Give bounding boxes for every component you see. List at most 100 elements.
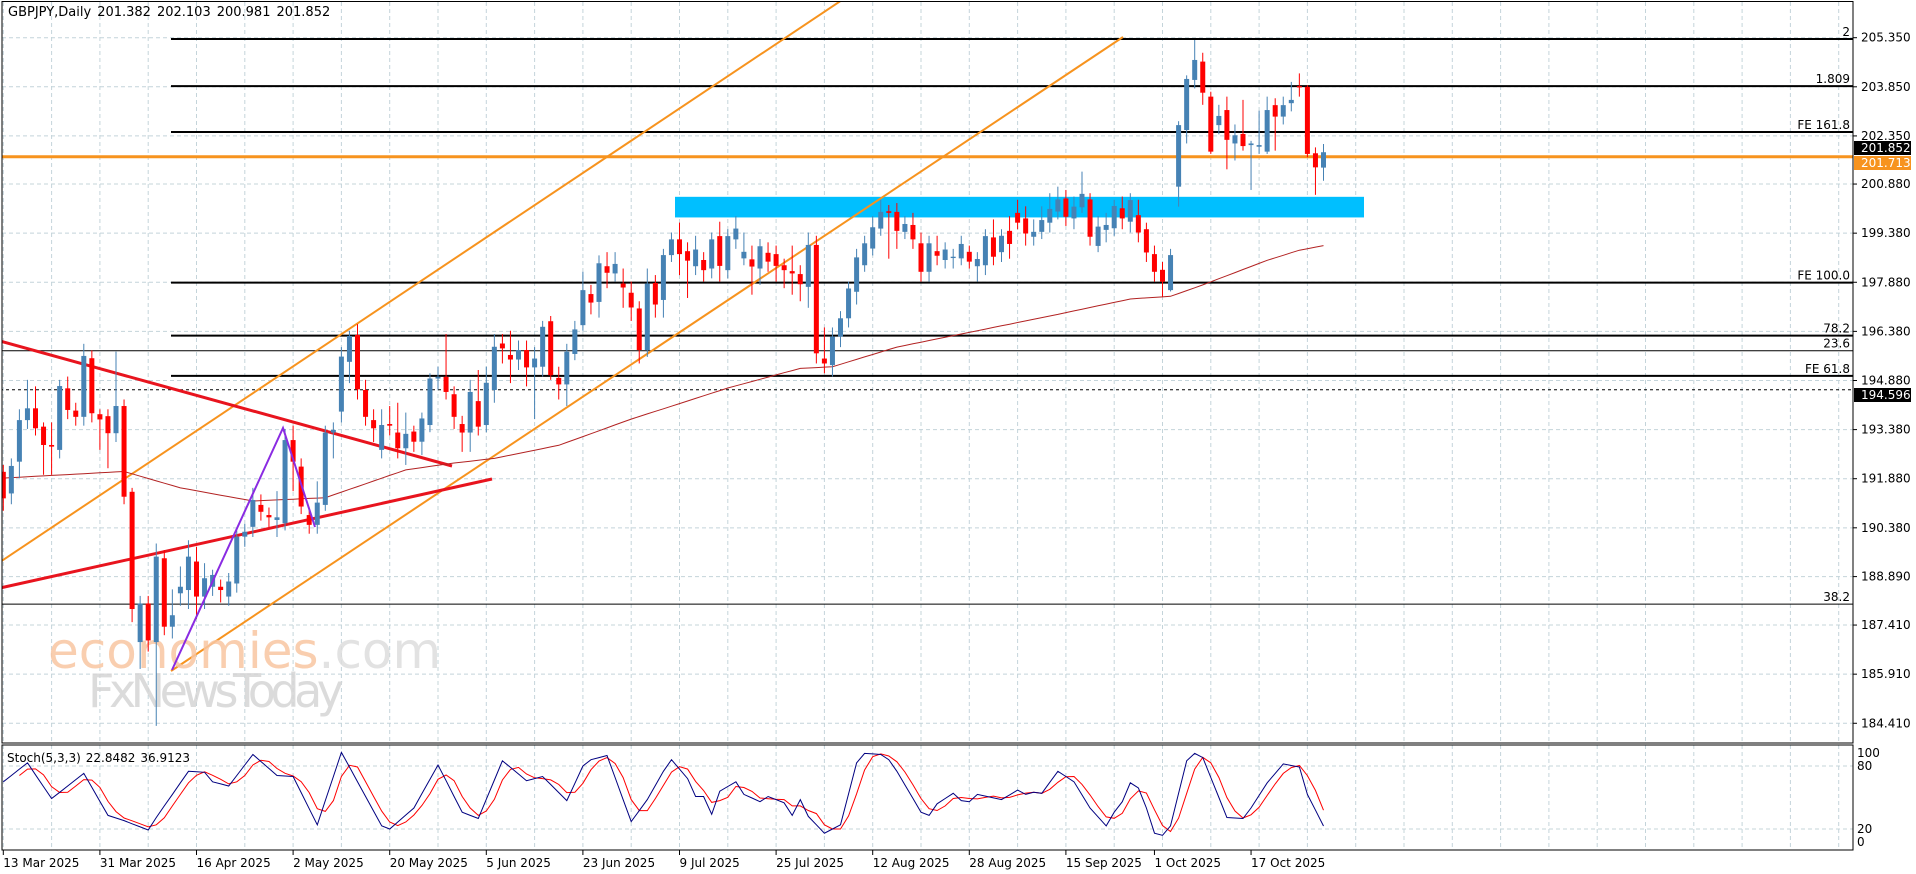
candle-bullish [185, 540, 191, 610]
candle-bearish [652, 275, 658, 318]
candle-bearish [918, 232, 924, 282]
candle-bullish [725, 229, 731, 279]
candle-body [596, 263, 602, 302]
stochastic-main-value: 22.8482 [85, 751, 136, 765]
candle-body [862, 243, 868, 266]
chart-header: GBPJPY,Daily 201.382 202.103 200.981 201.852 [8, 5, 336, 20]
candle-bullish [1071, 196, 1077, 230]
candle-body [105, 416, 111, 434]
date-axis-label: 16 Apr 2025 [197, 856, 271, 870]
candle-bearish [145, 595, 151, 652]
candle-bearish [451, 386, 457, 429]
candle-body [2, 471, 6, 499]
candle-bearish [1224, 96, 1230, 170]
candle-body [773, 254, 779, 266]
date-axis-label: 17 Oct 2025 [1251, 856, 1325, 870]
bid-price-tag: 201.852 [1861, 141, 1911, 155]
candle-body [1127, 200, 1133, 222]
candle-bullish [572, 320, 578, 361]
candle-body [1015, 212, 1021, 223]
candle-body [459, 424, 465, 433]
candle-body [443, 376, 449, 392]
watermark-economies-logo: economies.com [48, 622, 441, 680]
candle-body [1160, 269, 1165, 282]
candle-bullish [177, 566, 183, 606]
zigzag-pattern-line[interactable] [171, 425, 316, 671]
candle-bearish [1063, 189, 1069, 226]
candle-body [24, 408, 30, 421]
candle-body [435, 376, 441, 379]
channel-upper-line[interactable] [0, 0, 842, 562]
candle-body [1321, 152, 1326, 168]
candle-bearish [717, 221, 723, 282]
candle-bullish [403, 412, 409, 465]
descending-trendline[interactable] [0, 339, 453, 468]
candle-body [1151, 254, 1157, 272]
candle-body [137, 603, 143, 643]
candle-bullish [1079, 171, 1085, 213]
candle-bearish [41, 422, 47, 475]
candle-bullish [330, 422, 336, 459]
support-zone-rectangle[interactable] [675, 196, 1364, 218]
candle-bullish [338, 347, 344, 423]
candle-bearish [121, 399, 127, 505]
candle-bullish [435, 366, 441, 390]
candle-bearish [411, 425, 417, 452]
candle-body [644, 283, 650, 351]
candle-body [556, 377, 562, 385]
candle-bullish [1095, 216, 1101, 253]
candle-body [999, 235, 1004, 253]
candle-bullish [958, 235, 964, 266]
candle-body [1312, 153, 1318, 168]
candle-body [1184, 78, 1190, 131]
stoch-main-line [2, 751, 1324, 836]
candle-bullish [1103, 212, 1109, 243]
price-axis-label: 203.850 [1861, 80, 1911, 94]
symbol-timeframe: GBPJPY,Daily [8, 5, 92, 20]
candle-body [1216, 115, 1222, 126]
candle-body [1079, 193, 1085, 208]
candle-bearish [1119, 196, 1125, 230]
candle-body [612, 263, 618, 274]
candle-bearish [894, 203, 900, 249]
candle-bearish [628, 281, 634, 321]
price-axis-label: 190.380 [1861, 521, 1911, 535]
stochastic-signal-value: 36.9123 [140, 751, 191, 765]
candle-bullish [24, 379, 30, 429]
candle-bullish [1264, 96, 1270, 154]
candle-bullish [1192, 39, 1198, 89]
fibonacci-level-label: 23.6 [1823, 337, 1850, 351]
candle-bullish [57, 379, 63, 459]
candle-body [1071, 206, 1077, 219]
candle-body [451, 394, 457, 417]
candle-bearish [1087, 193, 1093, 246]
date-axis-label: 23 Jun 2025 [583, 856, 655, 870]
candle-body [1143, 229, 1149, 253]
stochastic-name: Stoch(5,3,3) [7, 751, 81, 765]
candle-bearish [2, 464, 6, 511]
date-axis-label: 5 Jun 2025 [486, 856, 551, 870]
candle-bullish [153, 543, 159, 726]
candle-body [1248, 143, 1254, 146]
candle-body [1087, 199, 1093, 237]
candle-body [958, 243, 964, 259]
candle-body [685, 251, 691, 261]
candle-bullish [942, 242, 948, 269]
candle-body [636, 308, 642, 351]
candle-body [499, 343, 505, 349]
candle-body [765, 252, 771, 262]
candle-body [8, 465, 14, 494]
candle-body [314, 502, 320, 525]
candle-body [387, 424, 393, 426]
candle-body [854, 257, 860, 292]
candle-bullish [81, 343, 87, 426]
candle-bearish [363, 379, 369, 426]
price-axis-label: 188.890 [1861, 570, 1911, 584]
candle-body [918, 243, 924, 272]
candle-bullish [346, 330, 352, 384]
candle-bearish [1015, 199, 1021, 230]
candle-body [1103, 224, 1109, 230]
price-axis-label: 193.380 [1861, 423, 1911, 437]
stochastic-plot [2, 751, 1324, 836]
